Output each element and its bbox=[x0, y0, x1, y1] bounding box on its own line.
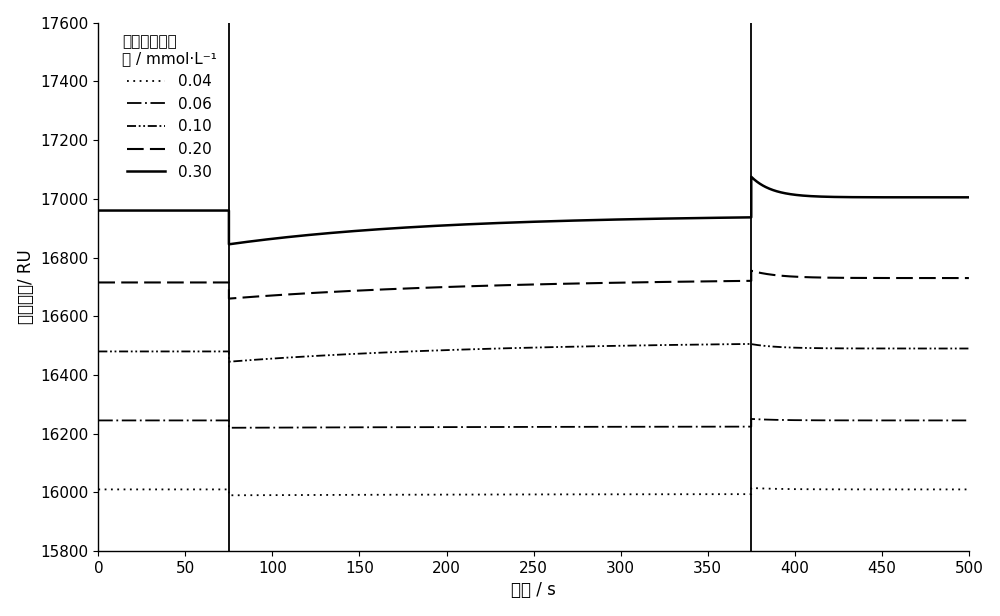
0.10 bbox=[963, 345, 975, 352]
0.06 bbox=[745, 415, 757, 423]
0.10 bbox=[92, 348, 104, 355]
0.20 bbox=[528, 281, 540, 288]
0.10 bbox=[745, 340, 757, 347]
0.04 bbox=[558, 491, 570, 498]
0.04 bbox=[322, 491, 334, 498]
0.06 bbox=[497, 423, 509, 431]
X-axis label: 时间 / s: 时间 / s bbox=[511, 582, 556, 599]
0.20 bbox=[497, 282, 509, 289]
0.20 bbox=[963, 274, 975, 282]
0.06 bbox=[653, 423, 665, 431]
0.04 bbox=[92, 485, 104, 493]
0.20 bbox=[558, 280, 570, 288]
0.30 bbox=[558, 217, 570, 225]
0.20 bbox=[322, 288, 334, 296]
0.04 bbox=[528, 491, 540, 498]
0.10 bbox=[528, 344, 540, 351]
0.04 bbox=[497, 491, 509, 498]
0.06 bbox=[963, 417, 975, 424]
0.06 bbox=[558, 423, 570, 431]
0.06 bbox=[338, 424, 350, 431]
Line: 0.06: 0.06 bbox=[98, 419, 969, 428]
0.30 bbox=[338, 228, 350, 235]
0.30 bbox=[963, 193, 975, 201]
0.06 bbox=[92, 417, 104, 424]
Line: 0.10: 0.10 bbox=[98, 344, 969, 362]
Y-axis label: 信号响应/ RU: 信号响应/ RU bbox=[17, 249, 35, 324]
Line: 0.20: 0.20 bbox=[98, 270, 969, 299]
0.10 bbox=[338, 351, 350, 358]
0.30 bbox=[497, 219, 509, 227]
0.20 bbox=[223, 295, 235, 302]
0.04 bbox=[653, 490, 665, 498]
0.20 bbox=[745, 267, 757, 274]
0.10 bbox=[653, 341, 665, 349]
0.30 bbox=[322, 230, 334, 237]
0.20 bbox=[92, 279, 104, 286]
0.04 bbox=[223, 492, 235, 499]
0.04 bbox=[963, 485, 975, 493]
0.10 bbox=[497, 345, 509, 352]
0.30 bbox=[653, 215, 665, 222]
0.06 bbox=[528, 423, 540, 431]
0.06 bbox=[322, 424, 334, 431]
0.10 bbox=[558, 343, 570, 351]
0.30 bbox=[528, 218, 540, 225]
0.30 bbox=[223, 241, 235, 248]
0.04 bbox=[745, 484, 757, 492]
0.20 bbox=[338, 288, 350, 295]
0.06 bbox=[223, 424, 235, 431]
0.10 bbox=[322, 352, 334, 359]
0.30 bbox=[745, 173, 757, 180]
Legend: 0.04, 0.06, 0.10, 0.20, 0.30: 0.04, 0.06, 0.10, 0.20, 0.30 bbox=[116, 28, 223, 186]
Line: 0.30: 0.30 bbox=[98, 177, 969, 245]
0.30 bbox=[92, 207, 104, 214]
0.04 bbox=[338, 491, 350, 498]
0.10 bbox=[223, 358, 235, 365]
Line: 0.04: 0.04 bbox=[98, 488, 969, 495]
0.20 bbox=[653, 278, 665, 286]
